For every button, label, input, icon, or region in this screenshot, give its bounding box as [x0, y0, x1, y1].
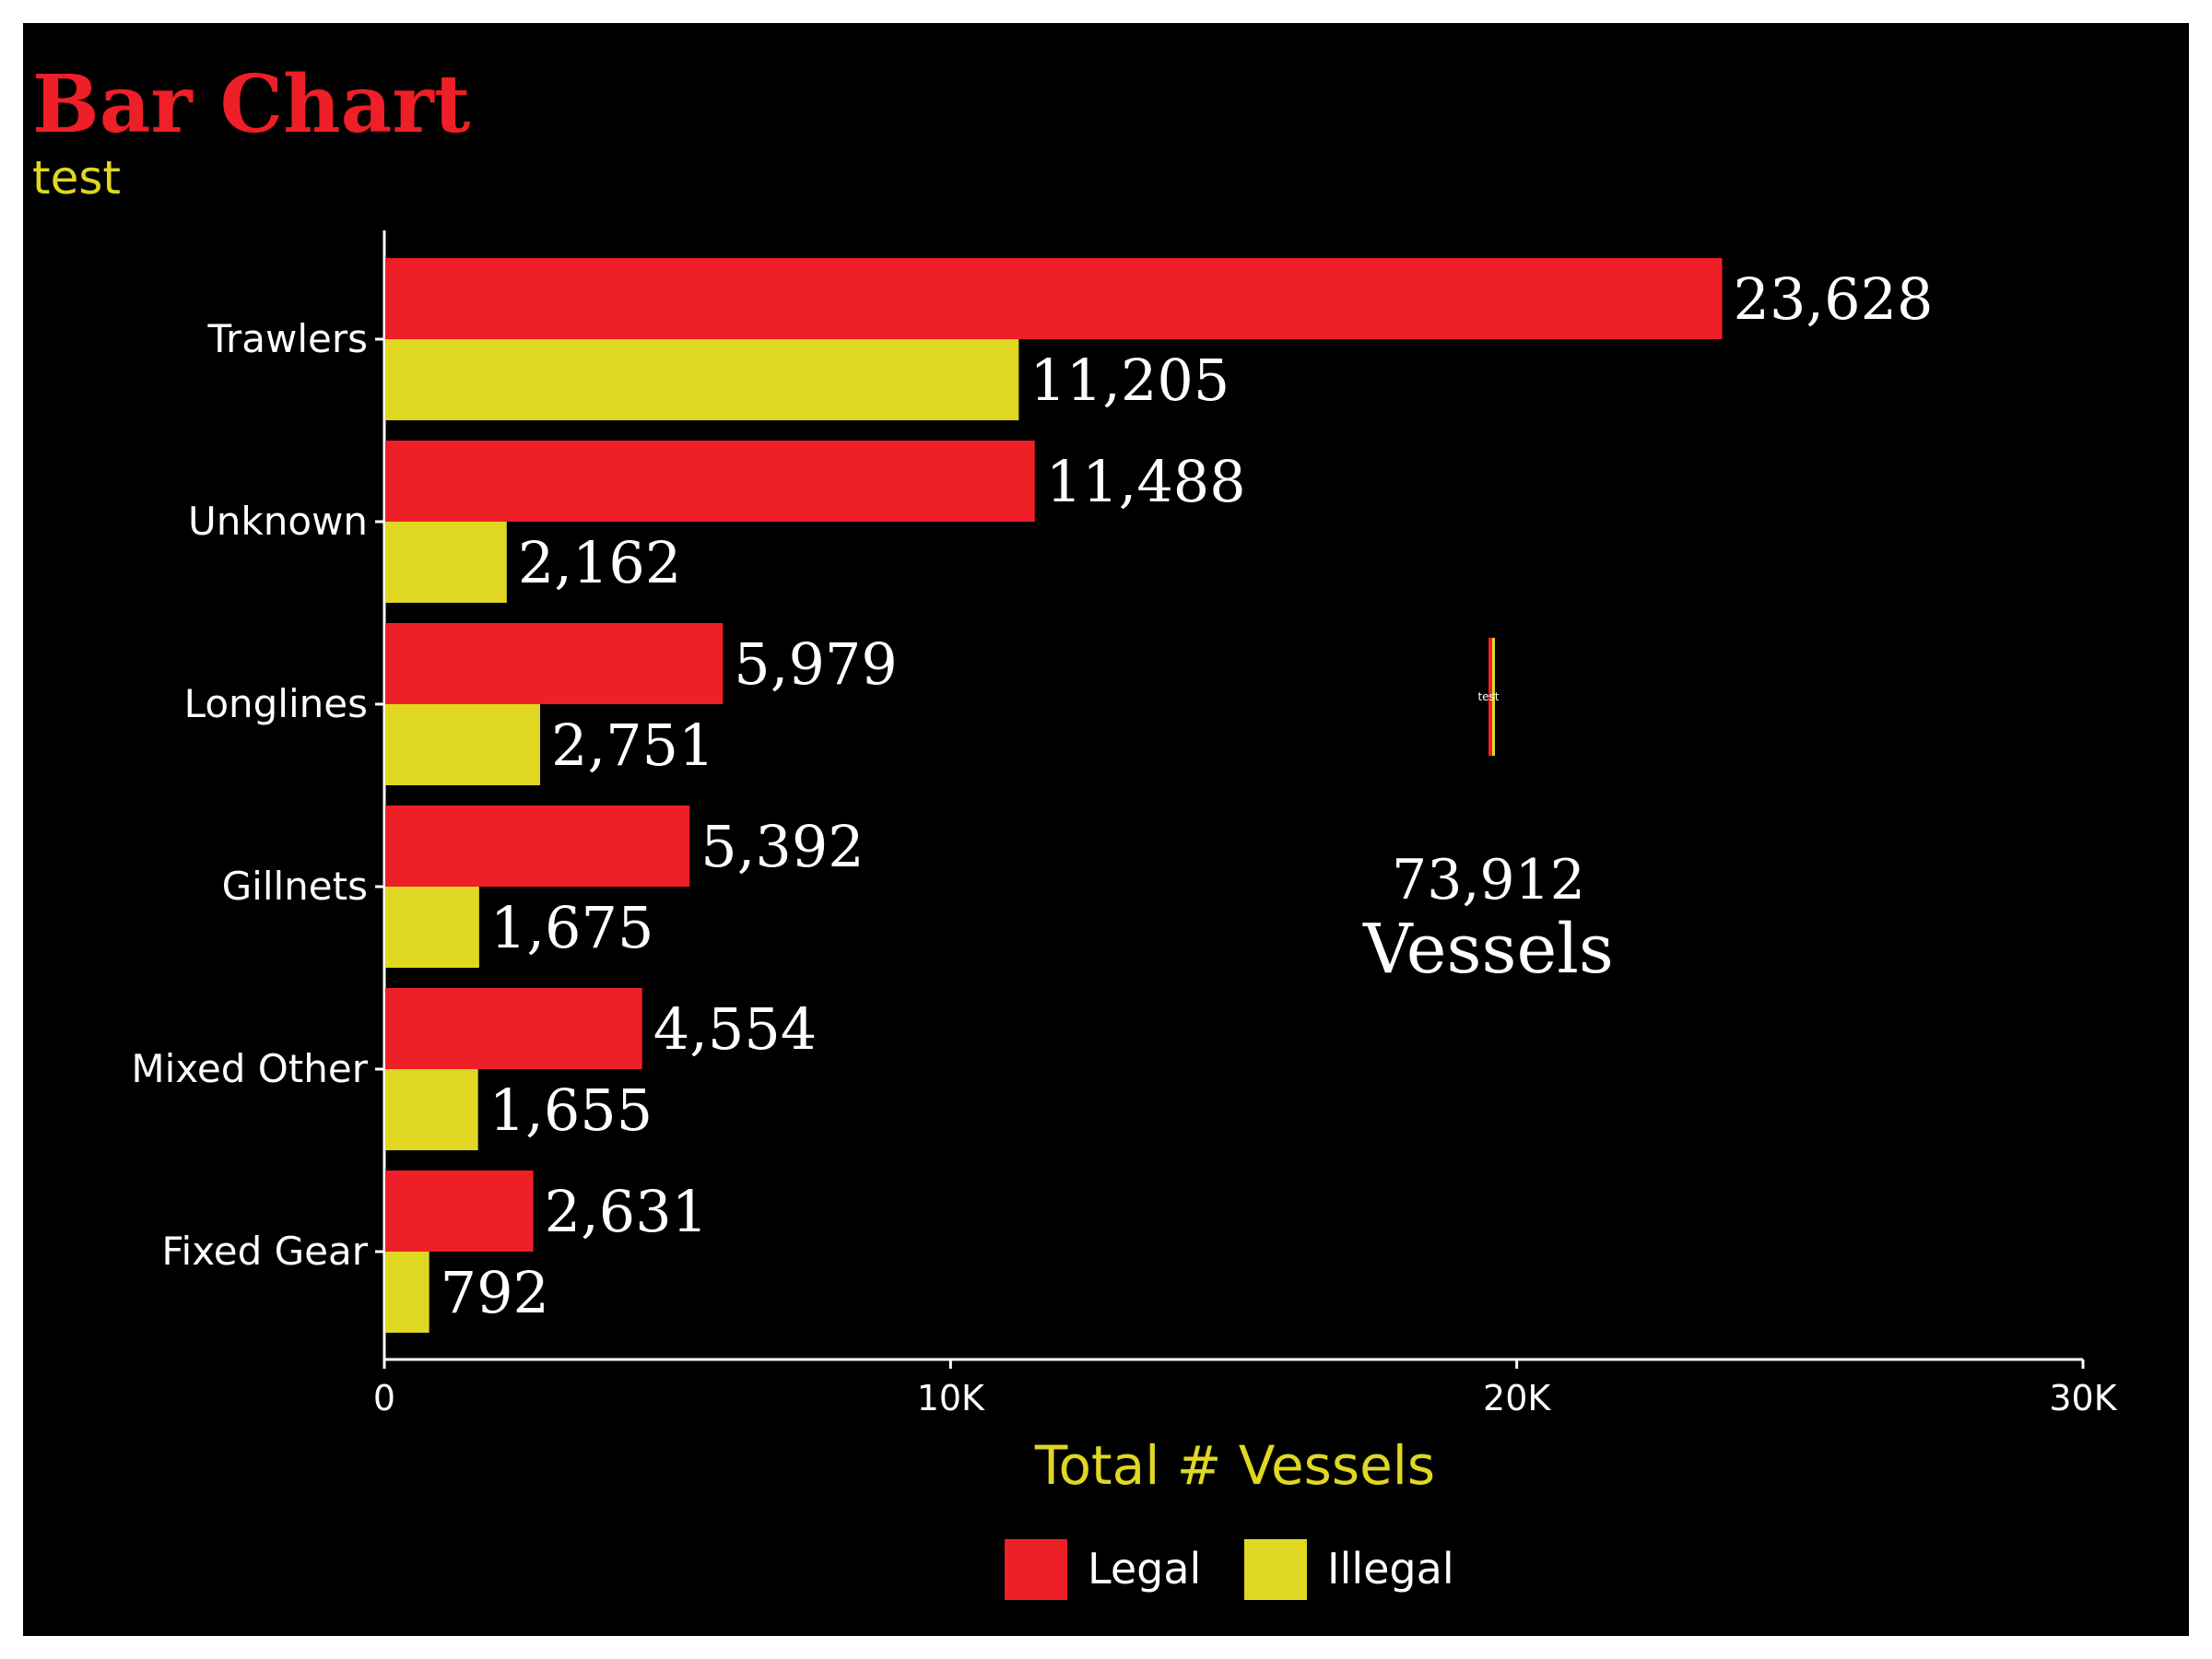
y-tick-label: Mixed Other [131, 1046, 368, 1091]
bar-legal [385, 623, 724, 704]
bar-legal [385, 988, 642, 1069]
data-label: 5,392 [700, 813, 865, 880]
data-label: 11,205 [1030, 347, 1230, 414]
legend-label-legal: Legal [1088, 1544, 1201, 1594]
legend-label-illegal: Illegal [1327, 1544, 1454, 1594]
y-axis: Trawlers Unknown Longlines Gillnets Mixed Ot… [131, 230, 386, 1359]
data-label: 23,628 [1734, 265, 1934, 333]
x-axis: 0 10K 20K 30K [373, 1358, 2118, 1418]
data-label: 1,655 [489, 1077, 653, 1144]
data-label: 2,751 [551, 712, 715, 779]
y-tick-label: Longlines [184, 681, 368, 726]
data-label: 5,979 [734, 630, 898, 698]
mini-bar-illegal [1492, 638, 1495, 756]
bar-legal [385, 258, 1723, 339]
data-label: 792 [441, 1259, 549, 1326]
mini-label: test [1477, 690, 1499, 703]
data-label: 4,554 [653, 995, 818, 1063]
legend: Legal Illegal [1005, 1539, 1454, 1600]
y-tick-label: Trawlers [207, 316, 369, 361]
bar-illegal [385, 522, 507, 603]
bar-legal [385, 441, 1035, 522]
data-label: 2,631 [545, 1178, 709, 1245]
bar-legal [385, 806, 690, 887]
y-tick-label: Unknown [188, 499, 368, 544]
y-tick-label: Gillnets [222, 864, 368, 909]
bar-illegal [385, 1252, 429, 1333]
data-label: 1,675 [490, 894, 654, 961]
data-label: 2,162 [518, 529, 682, 596]
x-tick-label: 10K [917, 1378, 985, 1418]
chart-title: Bar Chart [32, 58, 471, 151]
chart-subtitle: test [32, 151, 121, 205]
legend-swatch-legal [1005, 1539, 1067, 1600]
x-tick-label: 20K [1483, 1378, 1551, 1418]
y-tick-label: Fixed Gear [161, 1229, 368, 1274]
bar-legal [385, 1171, 534, 1252]
chart-panel: Bar Chart test Trawlers Unknown Longlines G… [23, 23, 2189, 1636]
data-label: 11,488 [1046, 448, 1246, 515]
bars [385, 258, 1723, 1333]
total-value: 73,912 [1392, 848, 1585, 912]
x-axis-title: Total # Vessels [1034, 1434, 1435, 1497]
x-tick-label: 30K [2049, 1378, 2117, 1418]
x-tick-label: 0 [373, 1378, 395, 1418]
bar-illegal [385, 339, 1019, 420]
total-annotation: test 73,912 Vessels [1362, 638, 1614, 989]
bar-illegal [385, 887, 479, 968]
bar-illegal [385, 704, 541, 785]
bar-chart: Bar Chart test Trawlers Unknown Longlines G… [32, 58, 2118, 1600]
bar-illegal [385, 1069, 478, 1150]
legend-swatch-illegal [1244, 1539, 1307, 1600]
data-labels: 23,628 11,205 11,488 2,162 5,979 2,751 5,392 1,… [441, 265, 1934, 1326]
total-unit: Vessels [1362, 910, 1614, 989]
mini-bar-legal [1488, 638, 1492, 756]
